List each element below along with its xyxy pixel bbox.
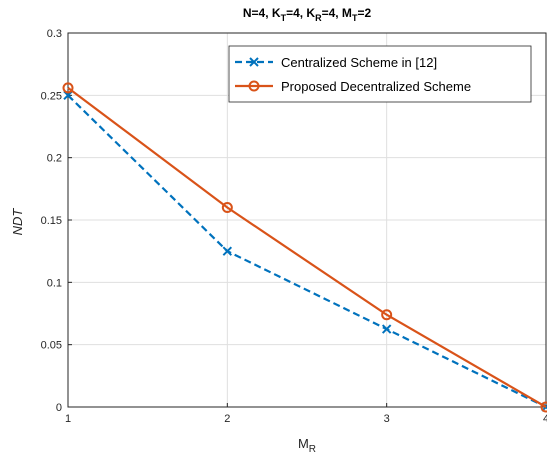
legend-entry: Proposed Decentralized Scheme	[235, 79, 471, 94]
x-tick-label: 1	[65, 413, 71, 425]
series-line	[67, 94, 547, 408]
legend-box	[228, 45, 532, 103]
legend-label: Proposed Decentralized Scheme	[281, 79, 471, 94]
chart-title-subscript: T	[281, 13, 287, 23]
y-tick-label: 0.25	[41, 90, 62, 102]
data-point-marker	[63, 90, 73, 101]
x-tick-label: 3	[384, 413, 390, 425]
plot-frame	[67, 32, 547, 408]
tick-labels: 1 2 3 4 0 0.05 0.1 0.15 0.2 0.25 0.3	[41, 28, 547, 425]
data-point-marker	[381, 309, 393, 321]
data-point-marker	[222, 246, 233, 256]
chart-title: N=4, KT=4, KR=4, MT=2	[243, 6, 372, 23]
chart-title-part: =4, K	[286, 6, 315, 20]
y-axis-label: NDT	[10, 208, 25, 236]
data-point-marker	[62, 82, 74, 94]
x-axis-label-main: M	[298, 436, 309, 451]
series-line	[67, 86, 547, 408]
chart-title-part: =4, M	[322, 6, 352, 20]
series-2	[62, 82, 547, 413]
chart-title-part: =2	[357, 6, 371, 20]
y-tick-label: 0.1	[47, 277, 62, 289]
y-tick-label: 0.15	[41, 215, 62, 227]
y-tick-label: 0.05	[41, 340, 62, 352]
legend-marker	[249, 57, 259, 67]
data-point-marker	[221, 202, 233, 214]
legend-marker	[248, 80, 260, 92]
series-layer	[62, 82, 547, 413]
x-tick-label: 4	[543, 413, 547, 425]
x-axis-label-sub: R	[309, 444, 316, 455]
chart-title-part: N=4, K	[243, 6, 281, 20]
y-tick-label: 0.3	[47, 28, 62, 40]
chart-title-subscript: R	[315, 13, 322, 23]
legend-label: Centralized Scheme in [12]	[281, 55, 437, 70]
y-tick-label: 0.2	[47, 153, 62, 165]
legend-entry: Centralized Scheme in [12]	[235, 55, 437, 70]
x-axis-label: MR	[298, 436, 316, 455]
y-tick-label: 0	[56, 402, 62, 414]
legend: Centralized Scheme in [12] Proposed Decen…	[228, 45, 532, 103]
data-point-marker	[381, 324, 392, 334]
data-point-marker	[540, 401, 547, 413]
chart-title-subscript: T	[352, 13, 358, 23]
x-tick-label: 2	[224, 413, 230, 425]
legend-entries: Centralized Scheme in [12] Proposed Decen…	[235, 55, 471, 94]
